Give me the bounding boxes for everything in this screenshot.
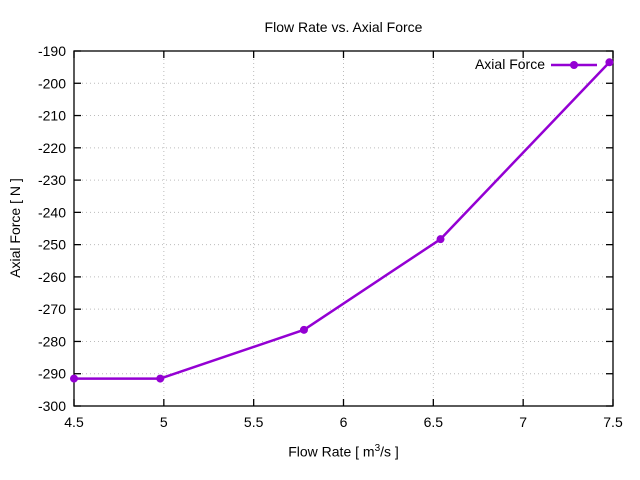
y-tick-label: -270: [38, 301, 66, 317]
y-tick-label: -210: [38, 108, 66, 124]
x-axis-label: Flow Rate [ m3/s ]: [74, 443, 613, 460]
x-axis-label-text: Flow Rate [ m: [288, 443, 375, 460]
data-point: [605, 58, 614, 67]
y-tick-label: -240: [38, 204, 66, 220]
x-tick-label: 5: [160, 414, 168, 430]
x-tick-label: 6: [340, 414, 348, 430]
chart-title: Flow Rate vs. Axial Force: [264, 19, 423, 35]
legend-entry-label: Axial Force: [474, 56, 545, 72]
data-point: [156, 374, 165, 383]
y-tick-label: -200: [38, 75, 66, 91]
x-tick-label: 4.5: [64, 414, 84, 430]
y-tick-label: -300: [38, 398, 66, 414]
y-tick-label: -230: [38, 172, 66, 188]
x-tick-label: 7: [519, 414, 527, 430]
y-tick-label: -190: [38, 43, 66, 59]
x-axis-label-superscript: 3: [374, 443, 381, 454]
plot-frame: [73, 50, 614, 407]
x-tick-label: 7.5: [603, 414, 623, 430]
series-line: [72, 61, 611, 380]
y-tick-label: -220: [38, 140, 66, 156]
y-tick-label: -290: [38, 366, 66, 382]
y-tick-label: -280: [38, 333, 66, 349]
y-axis-label: Axial Force [ N ]: [7, 178, 23, 278]
data-point: [70, 374, 78, 383]
y-tick-label: -250: [38, 237, 66, 253]
x-tick-label: 6.5: [424, 414, 444, 430]
x-axis-label-unit: /s ]: [380, 443, 399, 460]
data-point: [436, 235, 445, 244]
x-tick-label: 5.5: [244, 414, 264, 430]
data-point: [299, 325, 308, 334]
legend-key-marker: [570, 61, 578, 69]
y-tick-label: -260: [38, 269, 66, 285]
